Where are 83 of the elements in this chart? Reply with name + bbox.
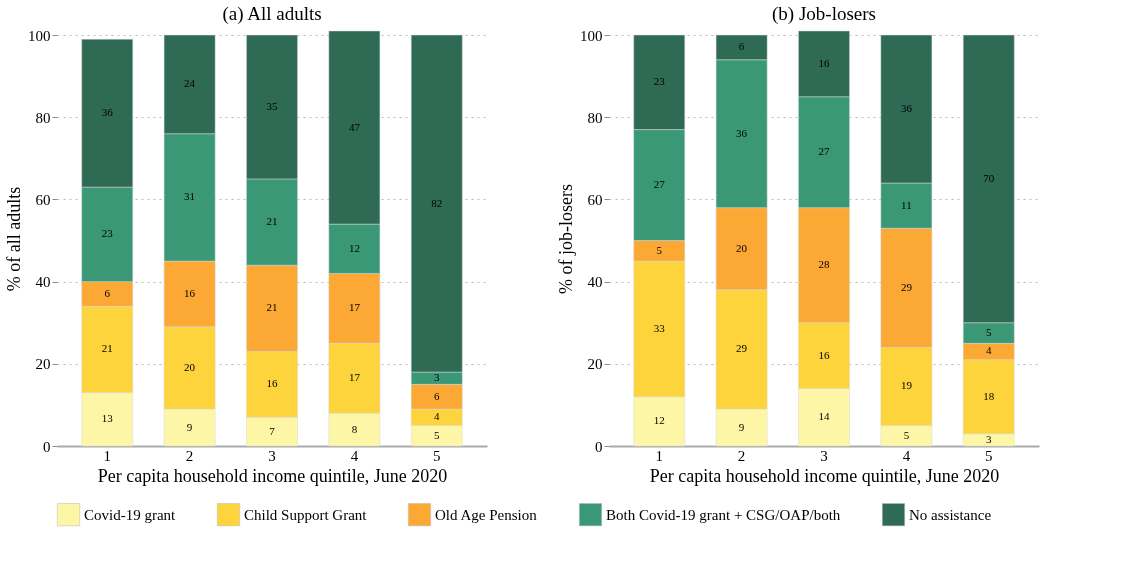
data-label: 5 [986,326,992,338]
data-label: 27 [818,145,830,158]
data-label: 36 [736,126,748,139]
data-label: 19 [900,379,913,392]
data-label: 3 [986,432,992,445]
data-label: 24 [184,77,196,90]
data-label: 36 [900,102,913,115]
data-label: 14 [818,410,830,423]
chart-title: (b) Job-losers [772,3,876,26]
y-tick-label: 0 [43,438,51,455]
data-label: 5 [656,243,663,256]
data-label: 12 [653,414,665,427]
data-label: 6 [434,389,440,402]
data-label: 36 [101,106,114,119]
data-label: 17 [348,301,361,314]
data-label: 35 [266,100,278,113]
legend-label: Old Age Pension [435,506,538,523]
data-label: 18 [983,389,995,402]
data-label: 23 [101,227,114,240]
y-tick-label: 80 [35,109,51,126]
data-label: 29 [900,280,913,293]
legend-label: Child Support Grant [244,506,368,523]
data-label: 29 [736,342,748,355]
data-label: 31 [184,190,196,203]
y-tick-label: 20 [35,356,51,373]
data-label: 21 [266,215,278,228]
x-tick-label: 4 [350,447,359,464]
data-label: 20 [184,360,196,373]
x-tick-label: 4 [902,447,911,464]
x-tick-label: 1 [103,447,111,464]
data-label: 13 [101,412,114,425]
x-tick-label: 3 [268,447,276,464]
data-label: 6 [104,286,111,299]
y-tick-label: 60 [587,191,603,208]
data-label: 47 [348,120,361,133]
data-label: 12 [348,241,360,254]
x-tick-label: 2 [185,447,194,464]
data-label: 4 [986,344,992,357]
data-label: 16 [818,348,830,361]
data-label: 82 [431,196,443,209]
data-label: 4 [434,410,440,423]
data-label: 8 [351,422,358,435]
x-axis-title: Per capita household income quintile, June 2020 [97,465,448,486]
data-label: 5 [434,428,440,441]
y-axis-title: % of job-losers [556,184,576,294]
y-tick-label: 40 [587,274,603,291]
x-tick-label: 3 [820,447,828,464]
y-axis-title: % of all adults [4,186,24,292]
data-label: 33 [653,321,666,334]
x-tick-label: 1 [655,447,663,464]
data-label: 23 [653,75,666,88]
data-label: 70 [983,171,995,184]
y-tick-label: 20 [587,356,603,373]
data-label: 11 [901,198,912,211]
data-label: 16 [266,377,278,390]
data-label: 5 [903,428,910,441]
data-label: 7 [269,424,276,437]
x-tick-label: 5 [433,447,441,464]
data-label: 28 [818,258,830,271]
x-tick-label: 5 [985,447,993,464]
data-label: 17 [348,371,361,384]
x-tick-label: 2 [737,447,746,464]
y-tick-label: 100 [28,27,51,44]
data-label: 16 [818,56,830,69]
chart-title: (a) All adults [222,3,322,26]
y-tick-label: 0 [595,438,603,455]
legend-label: Both Covid-19 grant + CSG/OAP/both [606,506,841,523]
x-axis-title: Per capita household income quintile, June 2020 [649,465,1000,486]
data-label: 3 [434,371,440,384]
data-label: 9 [738,420,745,433]
y-tick-label: 40 [35,274,51,291]
data-label: 21 [101,342,113,355]
y-tick-label: 60 [35,191,51,208]
data-label: 21 [266,301,278,314]
data-label: 16 [184,286,196,299]
data-label: 6 [738,40,745,53]
legend-label: No assistance [909,506,992,523]
data-label: 27 [653,178,666,191]
legend-label: Covid-19 grant [84,506,177,523]
data-label: 9 [186,420,193,433]
y-tick-label: 80 [587,109,603,126]
data-label: 20 [736,241,748,254]
y-tick-label: 100 [580,27,603,44]
